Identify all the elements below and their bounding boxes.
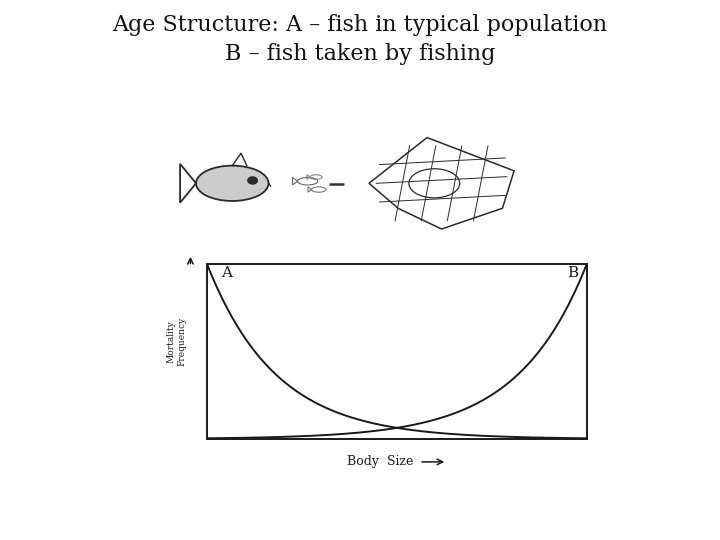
Text: Frequency: Frequency — [178, 316, 186, 366]
Text: B: B — [567, 266, 578, 280]
Text: B – fish taken by fishing: B – fish taken by fishing — [225, 43, 495, 65]
Text: A: A — [221, 266, 232, 280]
Ellipse shape — [196, 166, 269, 201]
Circle shape — [248, 177, 257, 184]
Text: Body  Size: Body Size — [347, 455, 413, 468]
Text: Mortality: Mortality — [166, 320, 176, 363]
Text: Age Structure: A – fish in typical population: Age Structure: A – fish in typical popul… — [112, 14, 608, 36]
